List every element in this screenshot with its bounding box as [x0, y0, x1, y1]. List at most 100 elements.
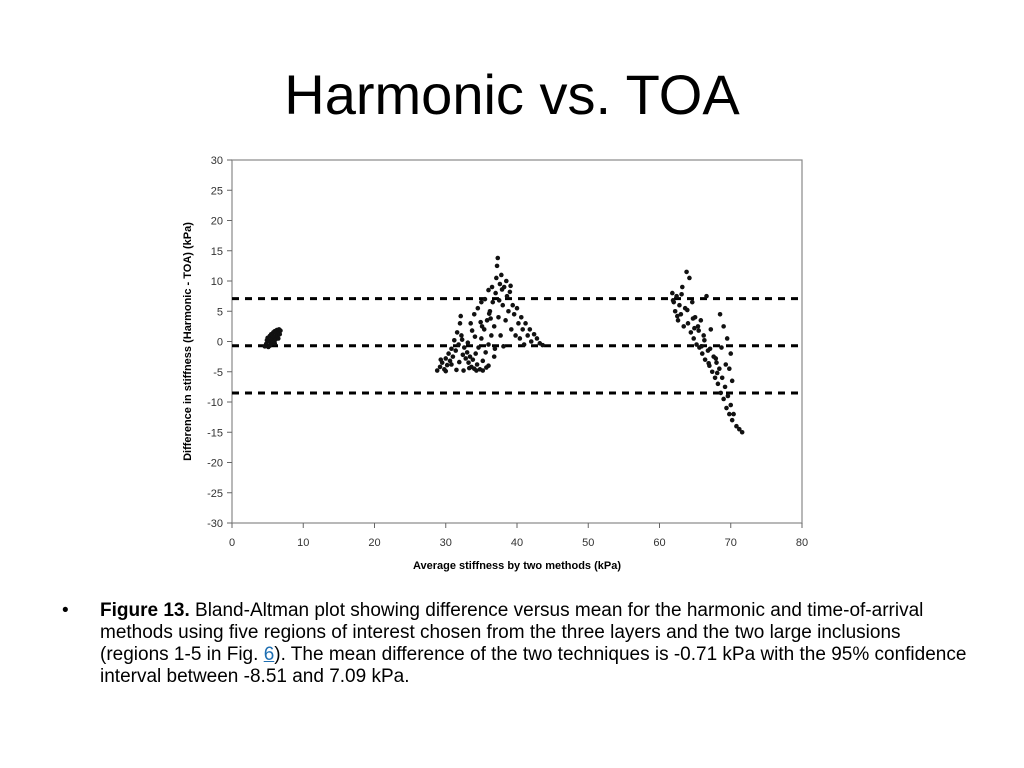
data-point [531, 331, 537, 337]
data-point [437, 364, 443, 370]
data-point [504, 293, 510, 299]
data-point [731, 411, 736, 417]
caption-body: Figure 13. Bland-Altman plot showing dif… [100, 600, 967, 688]
data-point [449, 362, 454, 367]
data-point [701, 333, 706, 338]
data-point [534, 336, 540, 341]
data-point [737, 426, 742, 432]
data-point [713, 356, 719, 361]
x-tick-label: 0 [229, 537, 235, 549]
y-tick-label: -5 [213, 367, 223, 379]
data-point [480, 358, 486, 364]
data-point [468, 321, 473, 326]
data-point [499, 272, 504, 278]
data-point [479, 324, 485, 329]
y-tick-label: -30 [207, 518, 223, 530]
data-point [480, 368, 486, 373]
data-point [722, 384, 728, 390]
data-point [446, 351, 451, 356]
data-point [509, 327, 514, 332]
data-point [670, 290, 675, 296]
data-point [728, 402, 734, 408]
figure-link[interactable]: 6 [263, 644, 275, 665]
y-tick-label: 30 [211, 155, 223, 167]
y-tick-label: -15 [207, 427, 223, 439]
plot-frame [231, 159, 803, 524]
data-point [483, 350, 488, 355]
x-tick-label: 80 [796, 537, 808, 549]
data-point [496, 315, 501, 320]
data-point [691, 336, 696, 341]
data-point [714, 370, 720, 376]
data-point [719, 345, 724, 350]
data-point [484, 318, 490, 323]
y-axis-label: Difference in stiffness (Harmonic - TOA)… [182, 222, 194, 461]
data-point [453, 348, 459, 353]
data-point [528, 339, 534, 344]
data-point [498, 333, 503, 338]
data-point [467, 354, 473, 359]
data-point [508, 283, 513, 289]
data-point [517, 336, 523, 341]
data-point [476, 345, 481, 350]
data-point [454, 367, 459, 373]
data-point [712, 375, 718, 381]
data-point [734, 423, 739, 429]
data-point [489, 333, 494, 338]
data-point [463, 356, 469, 361]
data-point [444, 362, 450, 368]
data-point [489, 284, 495, 290]
data-point [495, 255, 501, 261]
data-point [675, 313, 680, 319]
data-point [503, 318, 508, 323]
data-point [486, 342, 491, 347]
data-point [494, 275, 499, 281]
data-point [702, 337, 707, 343]
data-point [523, 321, 528, 326]
data-point [707, 346, 713, 352]
data-point [699, 344, 704, 349]
data-point [717, 311, 723, 317]
data-point [478, 319, 483, 325]
data-point [514, 305, 520, 311]
data-point [452, 337, 457, 343]
data-point [267, 343, 273, 349]
data-point [497, 281, 503, 287]
data-point [475, 305, 481, 311]
data-point [494, 263, 500, 269]
y-tick-label: 10 [211, 276, 223, 288]
data-point [460, 352, 466, 358]
data-point [695, 324, 701, 329]
caption-text-before-link: Bland-Altman plot showing difference ver… [100, 600, 924, 665]
data-point [479, 336, 484, 341]
x-tick-label: 10 [297, 537, 309, 549]
data-point [715, 381, 721, 387]
data-point [491, 354, 497, 359]
data-point [521, 342, 527, 347]
data-point [719, 375, 725, 381]
data-point [510, 302, 516, 308]
data-point [484, 365, 489, 370]
data-point [681, 324, 687, 329]
y-tick-label: 5 [217, 306, 223, 318]
data-point [678, 311, 684, 317]
data-point [506, 308, 511, 314]
data-point [724, 336, 730, 341]
data-point [491, 324, 497, 329]
data-point [469, 328, 475, 333]
data-point [457, 321, 463, 326]
figure-label: Figure 13. [100, 600, 190, 621]
data-point [500, 302, 506, 308]
data-point [499, 287, 505, 292]
data-point [674, 293, 679, 299]
data-point [447, 358, 453, 364]
data-point [721, 396, 726, 402]
data-point [278, 328, 283, 333]
data-point [690, 316, 696, 321]
data-point [516, 321, 521, 326]
data-point [474, 362, 480, 367]
x-tick-label: 30 [440, 537, 452, 549]
data-point [702, 357, 708, 362]
data-point [465, 340, 471, 346]
data-point [496, 298, 502, 303]
